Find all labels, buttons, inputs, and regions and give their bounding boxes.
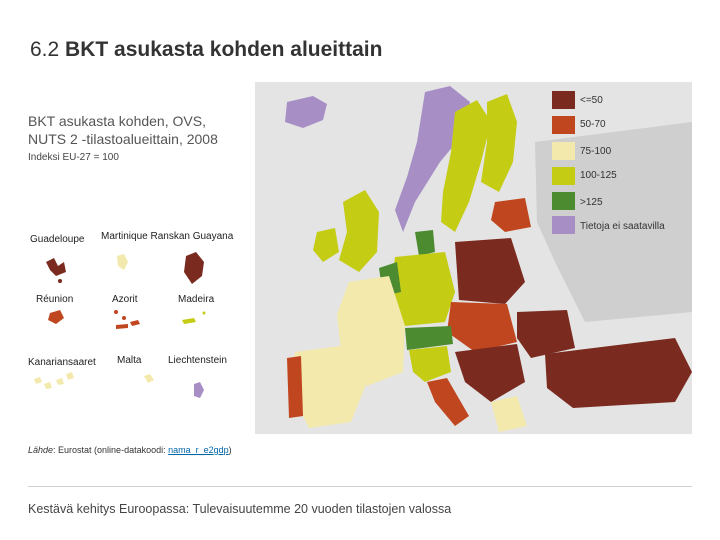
title-text: BKT asukasta kohden alueittain: [65, 38, 383, 61]
region-iceland: [285, 96, 327, 128]
inset-label-guadeloupe: Guadeloupe: [30, 234, 85, 245]
source-label: Lähde: [28, 445, 54, 455]
legend-swatch-3: [552, 167, 575, 185]
inset-reunion: [48, 310, 64, 324]
source-link[interactable]: nama_r_e2gdp: [168, 445, 229, 455]
inset-malta: [144, 374, 154, 383]
region-balkans: [455, 344, 525, 402]
source-note: Lähde: Eurostat (online-datakoodi: nama_…: [28, 445, 232, 455]
inset-label-malta: Malta: [117, 355, 142, 366]
inset-guadeloupe-islet: [58, 279, 62, 283]
inset-label-azores: Azorit: [112, 294, 138, 305]
subtitle-line-1: BKT asukasta kohden, OVS,: [28, 113, 206, 129]
legend-swatch-1: [552, 116, 575, 134]
inset-martinique: [117, 254, 128, 270]
title-number: 6.2: [30, 38, 60, 61]
inset-shapes: [34, 252, 206, 398]
source-end: ): [228, 445, 232, 455]
region-germany: [391, 252, 455, 326]
legend-swatch-2: [552, 142, 575, 160]
inset-guadeloupe: [46, 258, 66, 276]
legend-label-4: >125: [580, 197, 603, 208]
inset-azores-3: [116, 324, 128, 329]
region-norway: [395, 86, 470, 232]
legend-label-5: Tietoja ei saatavilla: [580, 221, 665, 232]
region-spain: [291, 344, 367, 428]
source-text: : Eurostat (online-datakoodi:: [53, 445, 169, 455]
legend-label-0: <=50: [580, 95, 603, 106]
region-sweden: [441, 100, 491, 232]
inset-madeira: [182, 318, 196, 324]
inset-label-liechtenstein: Liechtenstein: [168, 355, 227, 366]
footer-text: Kestävä kehitys Euroopassa: Tulevaisuute…: [28, 502, 452, 516]
region-uk: [339, 190, 379, 272]
legend-label-1: 50-70: [580, 119, 606, 130]
legend-label-2: 75-100: [580, 146, 612, 157]
region-poland: [455, 238, 525, 304]
subtitle-line-2: NUTS 2 -tilastoalueittain, 2008: [28, 131, 218, 147]
inset-label-reunion: Réunion: [36, 294, 74, 305]
region-central: [447, 302, 517, 352]
inset-canarias: [34, 372, 74, 389]
inset-guayana: [184, 252, 204, 284]
legend-label-3: 100-125: [580, 170, 617, 181]
region-portugal: [287, 356, 303, 418]
legend-swatch-4: [552, 192, 575, 210]
region-baltics: [491, 198, 531, 232]
region-alps: [405, 326, 453, 350]
inset-label-madeira: Madeira: [178, 294, 215, 305]
legend-swatch-0: [552, 91, 575, 109]
region-italy-south: [427, 378, 469, 426]
region-denmark: [415, 230, 435, 256]
inset-azores-1: [114, 310, 118, 314]
europe-map: [255, 82, 692, 434]
inset-liechtenstein: [194, 382, 204, 398]
region-italy-north: [409, 346, 451, 382]
region-turkey: [545, 338, 692, 408]
index-note: Indeksi EU-27 = 100: [28, 152, 119, 163]
slide-title: 6.2 BKT asukasta kohden alueittain: [30, 38, 382, 62]
inset-azores-4: [130, 320, 140, 326]
inset-azores-2: [122, 316, 126, 320]
map-subtitle: BKT asukasta kohden, OVS, NUTS 2 -tilast…: [28, 112, 268, 148]
region-romania: [517, 310, 575, 358]
inset-label-martinique-guayana: Martinique Ranskan Guayana: [101, 231, 234, 242]
region-ireland: [313, 228, 339, 262]
footer-divider: [28, 486, 692, 487]
region-finland: [481, 94, 517, 192]
inset-madeira-islet: [202, 311, 206, 315]
region-greece: [491, 396, 527, 432]
inset-label-canarias: Kanariansaaret: [28, 357, 96, 368]
legend-swatch-5: [552, 216, 575, 234]
